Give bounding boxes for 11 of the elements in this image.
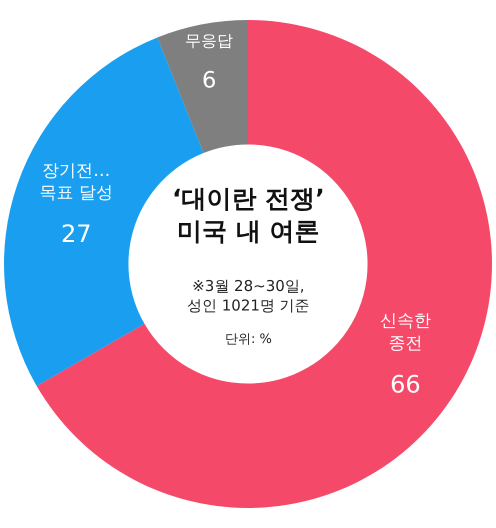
text: 단위: %	[225, 332, 272, 347]
data-label: 27	[60, 220, 92, 248]
data-label: 66	[390, 370, 421, 399]
data-label: 6	[202, 67, 216, 94]
slice-label: 신속한 종전	[380, 311, 431, 354]
text: ‘대이란 전쟁’ 미국 내 여론	[172, 184, 325, 246]
slice-label: 무응답	[185, 31, 234, 50]
slice-label: 장기전… 목표 달성	[40, 160, 113, 203]
text: ※3월 28~30일, 성인 1021명 기준	[187, 277, 310, 314]
donut-slice	[36, 20, 492, 508]
donut-slice	[157, 20, 248, 154]
